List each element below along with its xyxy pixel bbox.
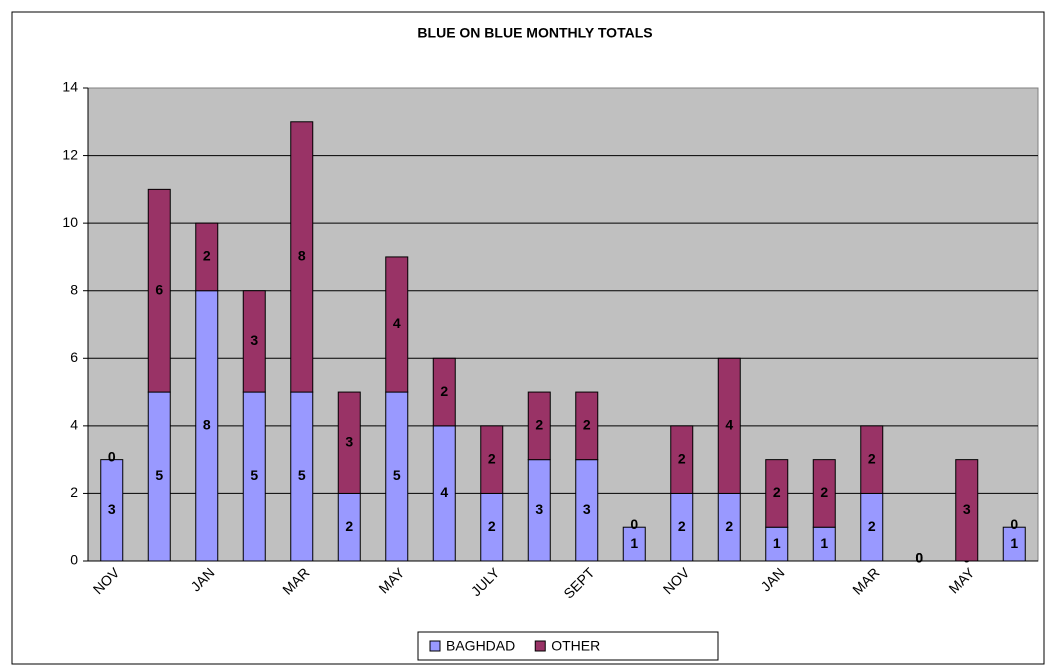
value-label: 2: [583, 417, 591, 433]
value-label: 0: [108, 448, 116, 464]
bar-segment: [100, 459, 124, 562]
value-label: 3: [250, 332, 258, 348]
value-label: 3: [535, 501, 543, 517]
value-label: 1: [820, 535, 828, 551]
y-tick-label: 6: [70, 349, 78, 365]
value-label: 5: [155, 467, 163, 483]
bar-segment: [527, 391, 551, 461]
value-label: 3: [108, 501, 116, 517]
value-label: 0: [915, 550, 923, 566]
y-tick-label: 8: [70, 281, 78, 297]
value-label: 4: [725, 417, 733, 433]
y-tick-label: 4: [70, 417, 78, 433]
legend-label: BAGHDAD: [446, 638, 515, 654]
bar-segment: [812, 459, 836, 528]
value-label: 2: [820, 484, 828, 500]
value-label: 2: [678, 450, 686, 466]
legend-label: OTHER: [551, 638, 600, 654]
bar-segment: [480, 425, 504, 494]
bar-segment: [337, 391, 361, 494]
value-label: 4: [440, 484, 448, 500]
bar-segment: [432, 357, 456, 427]
value-label: 2: [488, 450, 496, 466]
bar-segment: [385, 256, 409, 393]
bar-segment: [575, 391, 599, 461]
value-label: 2: [678, 518, 686, 534]
y-tick-label: 14: [62, 79, 78, 95]
bar-segment: [1002, 526, 1026, 562]
value-label: 2: [725, 518, 733, 534]
value-label: 2: [535, 417, 543, 433]
bar-segment: [955, 459, 979, 562]
value-label: 0: [915, 550, 923, 566]
legend-swatch: [534, 640, 546, 652]
value-label: 2: [868, 450, 876, 466]
y-tick-label: 10: [62, 214, 78, 230]
value-label: 3: [963, 501, 971, 517]
bar-segment: [765, 459, 789, 528]
plot-area: [87, 87, 1039, 562]
y-tick-label: 12: [62, 146, 78, 162]
bar-segment: [622, 526, 646, 562]
value-label: 5: [250, 467, 258, 483]
value-label: 5: [298, 467, 306, 483]
legend-box: [417, 631, 719, 661]
y-tick-label: 2: [70, 484, 78, 500]
value-label: 8: [203, 417, 211, 433]
value-label: 2: [773, 484, 781, 500]
bar-segment: [195, 222, 219, 292]
value-label: 3: [345, 433, 353, 449]
value-label: 2: [203, 248, 211, 264]
bar-segment: [717, 357, 741, 494]
value-label: 8: [298, 248, 306, 264]
legend-swatch: [429, 640, 441, 652]
value-label: 0: [630, 516, 638, 532]
value-label: 1: [773, 535, 781, 551]
value-label: 4: [393, 315, 401, 331]
bar-segment: [670, 425, 694, 494]
bar-segment: [860, 425, 884, 494]
value-label: 1: [1010, 535, 1018, 551]
value-label: 2: [345, 518, 353, 534]
bar-segment: [147, 188, 171, 393]
value-label: 5: [393, 467, 401, 483]
bar-segment: [242, 290, 266, 393]
chart-title: BLUE ON BLUE MONTHLY TOTALS: [417, 25, 652, 41]
value-label: 0: [1010, 516, 1018, 532]
y-tick-label: 0: [70, 552, 78, 568]
value-label: 1: [630, 535, 638, 551]
value-label: 2: [868, 518, 876, 534]
value-label: 6: [155, 281, 163, 297]
bar-segment: [290, 121, 314, 393]
value-label: 3: [583, 501, 591, 517]
value-label: 2: [488, 518, 496, 534]
value-label: 2: [440, 383, 448, 399]
